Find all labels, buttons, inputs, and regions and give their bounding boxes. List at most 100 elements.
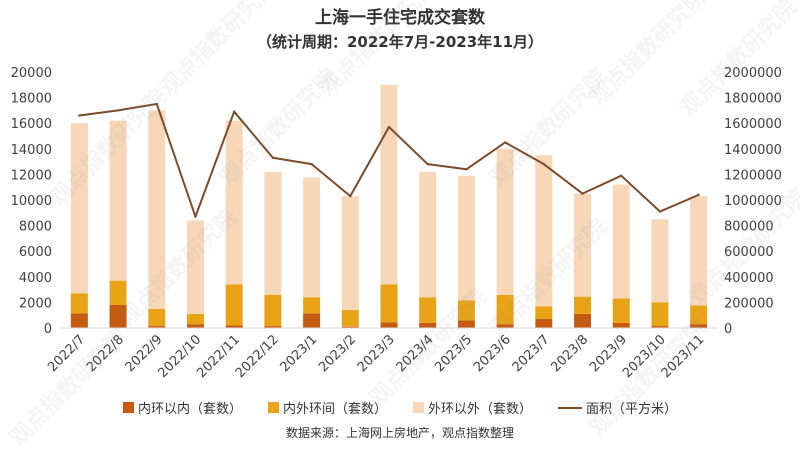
y-right-tick-label: 200000 (724, 296, 774, 311)
bar-segment-middle (419, 297, 437, 323)
bar-segment-outer (109, 120, 127, 281)
legend-item-area: 面积（平方米） (558, 398, 677, 417)
bar-segment-middle (303, 297, 321, 314)
bar-segment-middle (109, 280, 127, 305)
legend-item-middle: 内外环间（套数） (267, 398, 387, 417)
area-line-point (232, 110, 236, 113)
title-block: 上海一手住宅成交套数 （统计周期：2022年7月-2023年11月） (0, 6, 800, 54)
source-note: 数据来源：上海网上房地产，观点指数整理 (285, 426, 514, 440)
bar-segment-inner (70, 313, 88, 328)
x-tick-label: 2023/3 (355, 332, 398, 375)
bar-segment-inner (612, 322, 630, 328)
bar-segment-outer (496, 148, 514, 295)
bar-segment-outer (690, 196, 708, 306)
area-line-point (465, 168, 468, 171)
y-right-tick-label: 1800000 (724, 92, 782, 107)
bar-segment-outer (651, 219, 669, 303)
legend-swatch-middle (267, 402, 279, 413)
x-tick-label: 2023/7 (510, 332, 553, 375)
bar-segment-inner (457, 320, 475, 328)
bar-segment-outer (70, 123, 88, 294)
bar-segment-middle (225, 284, 243, 326)
legend-label-area: 面积（平方米） (586, 402, 678, 417)
x-tick-label: 2023/8 (548, 332, 591, 375)
legend-swatch-area (558, 406, 583, 409)
x-tick-label: 2022/8 (84, 332, 127, 375)
y-left-tick-label: 12000 (11, 168, 52, 183)
x-tick-label: 2023/1 (277, 332, 320, 375)
area-line-point (581, 192, 584, 195)
area-line-point (503, 141, 507, 144)
bar-segment-middle (341, 310, 359, 327)
y-right-tick-label: 1200000 (724, 168, 782, 183)
legend: 内环以内（套数） 内外环间（套数） 外环以外（套数） 面积（平方米） (0, 398, 800, 417)
legend-label-outer: 外环以外（套数） (428, 402, 533, 417)
area-line-point (426, 162, 429, 166)
y-right-tick-label: 1000000 (724, 194, 782, 209)
area-line-point (542, 162, 546, 166)
area-line-point (658, 210, 662, 213)
x-tick-label: 2023/6 (471, 332, 514, 375)
chart-title: 上海一手住宅成交套数 (315, 8, 485, 28)
bar-segment-outer (380, 84, 398, 285)
y-left-tick-label: 16000 (11, 117, 52, 132)
bar-segment-inner (574, 313, 592, 328)
bar-segment-outer (225, 120, 243, 285)
legend-item-outer: 外环以外（套数） (413, 398, 532, 417)
y-left-tick-label: 8000 (19, 220, 52, 235)
y-left-tick-label: 14000 (11, 143, 52, 158)
bar-segment-middle (612, 298, 630, 323)
y-left-tick-label: 18000 (11, 92, 52, 107)
x-tick-label: 2023/11 (659, 332, 708, 381)
y-left-tick-label: 20000 (11, 66, 52, 81)
y-right-tick-label: 1600000 (724, 117, 782, 132)
bar-segment-outer (148, 110, 166, 309)
x-tick-label: 2023/5 (432, 332, 475, 375)
bar-segment-inner (303, 313, 321, 328)
bar-segment-inner (109, 304, 127, 328)
legend-swatch-outer (413, 402, 424, 413)
bar-segment-middle (380, 284, 398, 323)
bar-segment-inner (148, 326, 166, 328)
x-tick-label: 2022/7 (45, 332, 88, 375)
bar-segment-inner (535, 319, 553, 328)
bar-segment-inner (380, 322, 398, 328)
bar-segment-inner (264, 326, 282, 328)
bar-segment-middle (70, 293, 88, 314)
y-right-tick-label: 0 (724, 322, 732, 337)
area-line-point (349, 194, 352, 198)
area-line-point (620, 174, 623, 177)
legend-swatch-inner (122, 402, 134, 413)
bar-segment-inner (419, 322, 437, 328)
area-line-point (697, 193, 700, 197)
bar-segment-outer (574, 193, 592, 297)
bar-segment-outer (419, 171, 437, 298)
bar-segment-outer (186, 220, 204, 314)
bar-segment-outer (535, 155, 553, 307)
x-tick-label: 2023/4 (394, 332, 437, 375)
area-line-point (155, 102, 158, 106)
bar-segment-outer (303, 177, 321, 298)
bar-segment-inner (186, 324, 204, 328)
y-left-tick-label: 0 (44, 322, 52, 337)
area-line-point (116, 109, 120, 112)
bar-segment-inner (225, 325, 243, 328)
chart-subtitle: （统计周期：2022年7月-2023年11月） (256, 33, 544, 51)
bar-segment-middle (535, 306, 553, 320)
legend-item-inner: 内环以内（套数） (122, 398, 242, 417)
legend-label-middle: 内外环间（套数） (282, 402, 387, 417)
bar-segment-middle (264, 294, 282, 327)
bar-segment-middle (457, 300, 475, 321)
bar-segment-middle (690, 305, 708, 325)
bar-segment-outer (341, 196, 359, 311)
y-right-tick-label: 400000 (724, 271, 774, 286)
bar-segment-outer (264, 171, 282, 295)
bar-segment-middle (148, 308, 166, 327)
bar-segment-middle (186, 313, 204, 325)
area-line-point (271, 156, 275, 159)
area-line-point (310, 162, 313, 166)
y-left-tick-label: 10000 (11, 194, 52, 209)
area-line-point (78, 114, 81, 117)
bar-segment-middle (651, 302, 669, 327)
